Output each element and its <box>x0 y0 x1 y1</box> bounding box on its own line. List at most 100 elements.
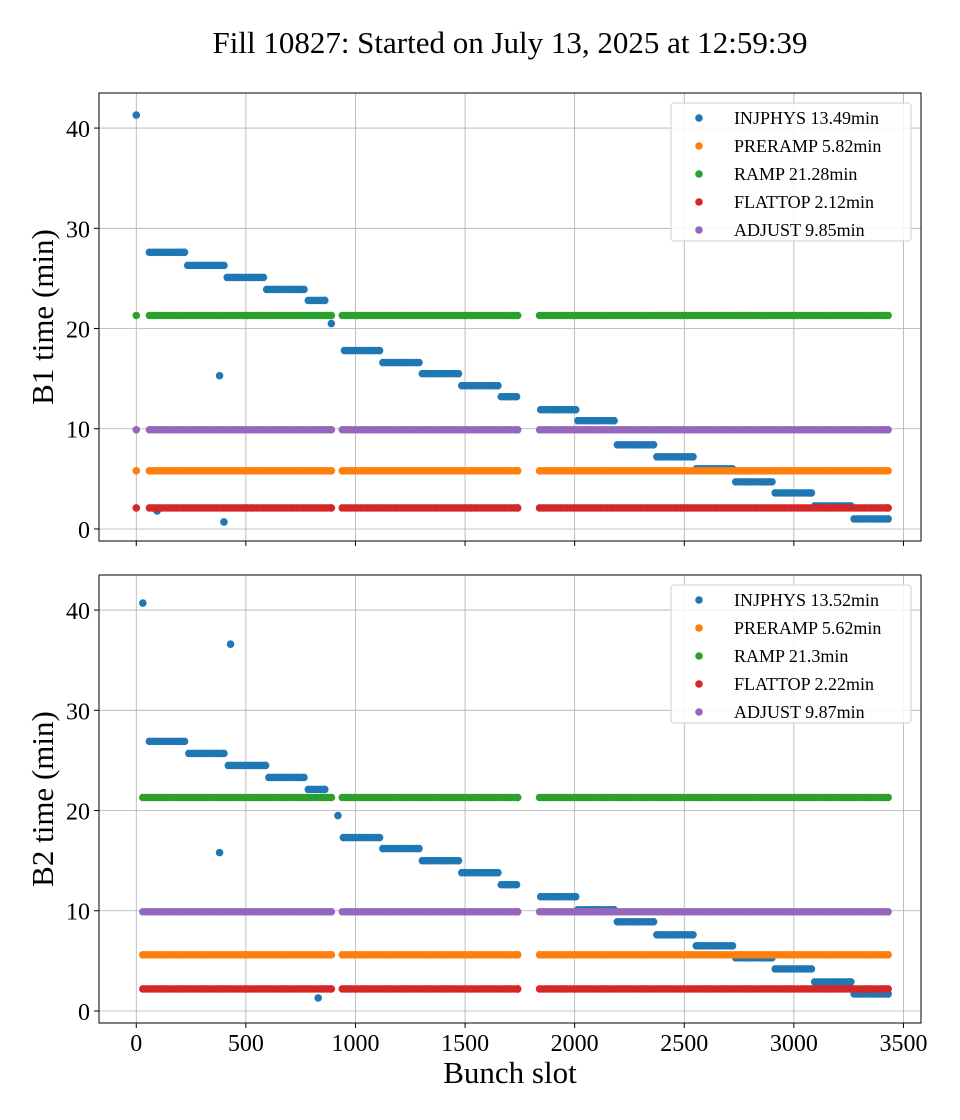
data-point <box>415 844 423 853</box>
legend: INJPHYS 13.52min PRERAMP 5.62min RAMP 21.3… <box>670 584 912 724</box>
data-point <box>327 425 336 434</box>
series-ramp <box>132 311 892 320</box>
legend-entry: FLATTOP 2.12min <box>734 192 874 212</box>
data-point <box>327 793 336 802</box>
data-point <box>375 346 384 355</box>
legend-marker <box>695 198 703 206</box>
data-point <box>728 942 737 950</box>
legend-entry: ADJUST 9.85min <box>734 220 865 240</box>
figure-title: Fill 10827: Started on July 13, 2025 at … <box>212 25 807 60</box>
data-point <box>132 111 141 119</box>
data-point <box>513 504 522 512</box>
data-point <box>300 773 308 782</box>
data-point <box>415 358 423 367</box>
data-point <box>327 951 336 959</box>
data-point <box>375 833 384 842</box>
data-point <box>327 907 336 916</box>
data-point <box>220 261 228 270</box>
y-tick-label: 0 <box>78 1000 90 1026</box>
legend: INJPHYS 13.49min PRERAMP 5.82min RAMP 21.2… <box>670 102 912 242</box>
x-tick-label: 2500 <box>660 1031 708 1057</box>
data-point <box>649 440 658 449</box>
data-point <box>327 504 336 512</box>
data-point <box>327 985 336 993</box>
data-point <box>689 931 697 939</box>
legend-marker <box>695 142 703 150</box>
legend-entry: PRERAMP 5.62min <box>734 618 881 638</box>
data-point <box>689 453 697 461</box>
data-point <box>571 405 580 414</box>
data-point <box>512 392 521 401</box>
data-point <box>334 811 342 820</box>
data-point <box>320 785 329 794</box>
data-point <box>807 489 816 497</box>
x-axis-label: Bunch slot <box>443 1055 577 1090</box>
data-point <box>259 273 268 282</box>
series-flattop <box>132 504 892 512</box>
x-tick-label: 3500 <box>879 1031 927 1057</box>
legend-entry: INJPHYS 13.49min <box>734 108 879 128</box>
data-point <box>320 296 329 305</box>
data-point <box>327 311 336 320</box>
data-point <box>884 515 892 523</box>
y-axis-label: B1 time (min) <box>25 229 60 405</box>
y-tick-label: 30 <box>66 699 90 725</box>
legend-entry: ADJUST 9.87min <box>734 702 865 722</box>
y-tick-label: 40 <box>66 599 90 625</box>
data-layer <box>139 599 892 1002</box>
y-tick-label: 20 <box>66 318 90 344</box>
plot-panel-1: 0 10 20 30 40 B1 time (min) INJPHYS 13.49min PR… <box>25 92 922 546</box>
series-adjust <box>132 425 892 434</box>
axes-frame <box>98 92 922 542</box>
data-point <box>261 761 270 770</box>
legend-box <box>670 102 912 242</box>
data-point <box>513 467 522 475</box>
data-point <box>649 917 658 926</box>
data-point <box>226 640 235 648</box>
x-tick-label: 1000 <box>331 1031 379 1057</box>
data-point <box>884 951 892 959</box>
data-point <box>513 425 522 434</box>
axes-frame <box>98 574 922 1024</box>
y-tick-label: 0 <box>78 518 90 544</box>
plot-panel-2: 0 500 1000 1500 2000 2500 3000 3500 0 10 20 30 40 B2 … <box>25 574 927 1090</box>
y-tick-label: 30 <box>66 217 90 243</box>
data-point <box>132 311 141 320</box>
data-point <box>220 518 228 526</box>
data-point <box>494 381 502 390</box>
legend-entry: PRERAMP 5.82min <box>734 136 881 156</box>
x-tick-label: 1500 <box>441 1031 489 1057</box>
data-point <box>884 985 892 993</box>
legend-marker <box>695 680 703 688</box>
data-point <box>314 994 323 1002</box>
legend-marker <box>695 708 703 716</box>
legend-marker <box>695 170 703 178</box>
data-layer <box>132 111 892 526</box>
data-point <box>884 311 892 320</box>
data-point <box>132 467 141 475</box>
x-tick-label: 2000 <box>551 1031 599 1057</box>
data-point <box>132 504 141 512</box>
data-point <box>513 793 522 802</box>
data-point <box>571 892 580 901</box>
data-point <box>513 907 522 916</box>
legend-marker <box>695 226 703 234</box>
data-point <box>512 880 521 889</box>
data-point <box>454 369 463 378</box>
x-axis-ticks <box>135 541 904 546</box>
data-point <box>220 749 228 758</box>
data-point <box>884 504 892 512</box>
legend-marker <box>695 114 703 122</box>
legend-marker <box>695 596 703 604</box>
legend-entry: FLATTOP 2.22min <box>734 674 874 694</box>
y-axis-label: B2 time (min) <box>25 711 60 887</box>
data-point <box>610 416 618 425</box>
data-point <box>132 425 141 434</box>
panels: 0 10 20 30 40 B1 time (min) INJPHYS 13.49min PR… <box>25 92 927 1090</box>
y-tick-label: 10 <box>66 418 90 444</box>
series-preramp <box>132 467 892 475</box>
data-point <box>494 868 502 877</box>
legend-marker <box>695 652 703 660</box>
x-tick-label: 3000 <box>770 1031 818 1057</box>
series-adjust <box>139 907 892 916</box>
